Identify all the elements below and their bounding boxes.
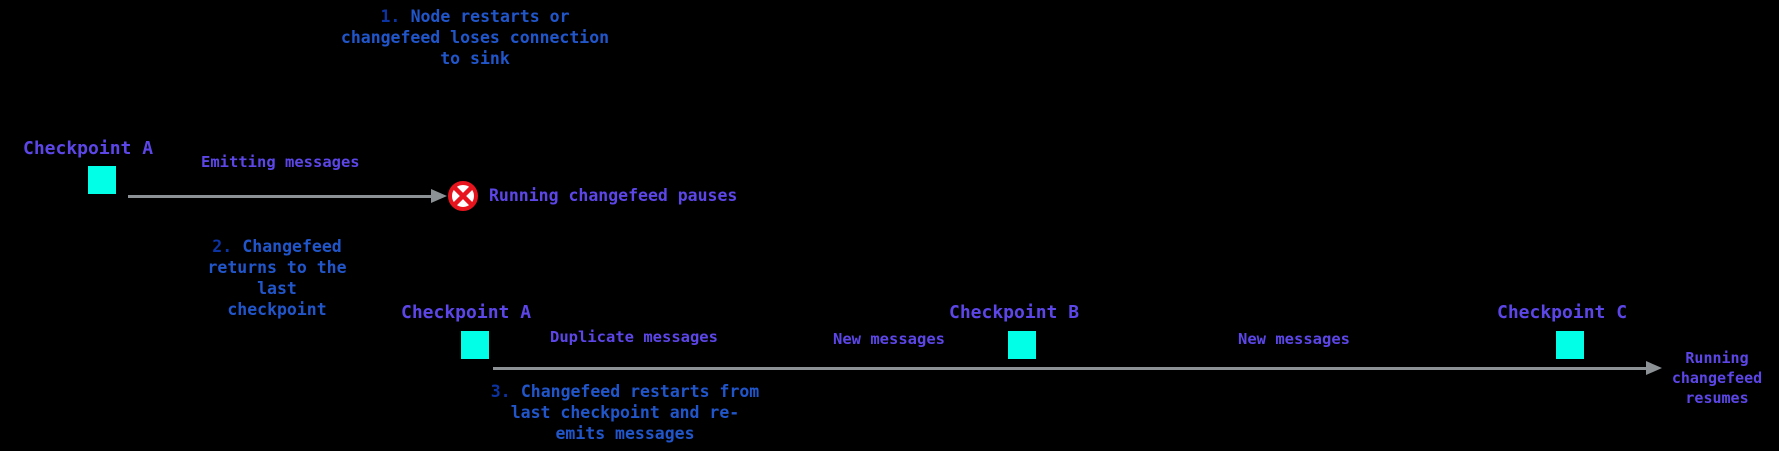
note-line: 1. Node restarts or <box>299 6 651 27</box>
checkpoint-c-marker <box>1556 331 1584 359</box>
resume-line: Running <box>1685 349 1749 367</box>
crossed-circle-icon <box>448 181 478 211</box>
running-changefeed-pauses-label: Running changefeed pauses <box>489 186 738 205</box>
checkpoint-a-label-1: Checkpoint A <box>23 138 154 159</box>
note-text: Changefeed <box>242 237 342 256</box>
emitting-messages-label: Emitting messages <box>201 153 360 171</box>
checkpoint-b-label: Checkpoint B <box>949 302 1080 323</box>
note-step-2: 2. Changefeed returns to the last checkpo… <box>152 236 402 320</box>
checkpoint-a-label-2: Checkpoint A <box>401 302 532 323</box>
arrowhead-icon <box>1646 361 1662 375</box>
note-line: 2. Changefeed <box>152 236 402 257</box>
resume-line: changefeed <box>1671 369 1763 387</box>
note-line: emits messages <box>555 424 695 443</box>
new-messages-label-1: New messages <box>833 330 945 348</box>
note-line: checkpoint <box>227 300 327 319</box>
note-line: last checkpoint and re- <box>510 403 740 422</box>
checkpoint-b-marker <box>1008 331 1036 359</box>
note-text: Changefeed restarts from <box>520 382 760 401</box>
note-line: returns to the <box>207 258 347 277</box>
checkpoint-a-marker-2 <box>461 331 489 359</box>
note-line: last <box>257 279 297 298</box>
note-line: 3. Changefeed restarts from <box>449 381 801 402</box>
note-line: changefeed loses connection <box>340 28 610 47</box>
arrowhead-icon <box>431 189 447 203</box>
duplicate-messages-label: Duplicate messages <box>550 328 718 346</box>
note-text: Node restarts or <box>410 7 570 26</box>
note-step-1: 1. Node restarts or changefeed loses conn… <box>299 6 651 69</box>
note-line: to sink <box>440 49 510 68</box>
step-number: 1. <box>380 7 401 26</box>
step-number: 2. <box>212 237 233 256</box>
running-changefeed-resumes-label: Running changefeed resumes <box>1662 348 1772 408</box>
timeline-arrow-1 <box>128 195 432 198</box>
resume-line: resumes <box>1685 389 1749 407</box>
step-number: 3. <box>490 382 511 401</box>
new-messages-label-2: New messages <box>1238 330 1350 348</box>
checkpoint-a-marker-1 <box>88 166 116 194</box>
timeline-arrow-2 <box>493 367 1646 370</box>
note-step-3: 3. Changefeed restarts from last checkpoi… <box>449 381 801 444</box>
checkpoint-c-label: Checkpoint C <box>1497 302 1628 323</box>
